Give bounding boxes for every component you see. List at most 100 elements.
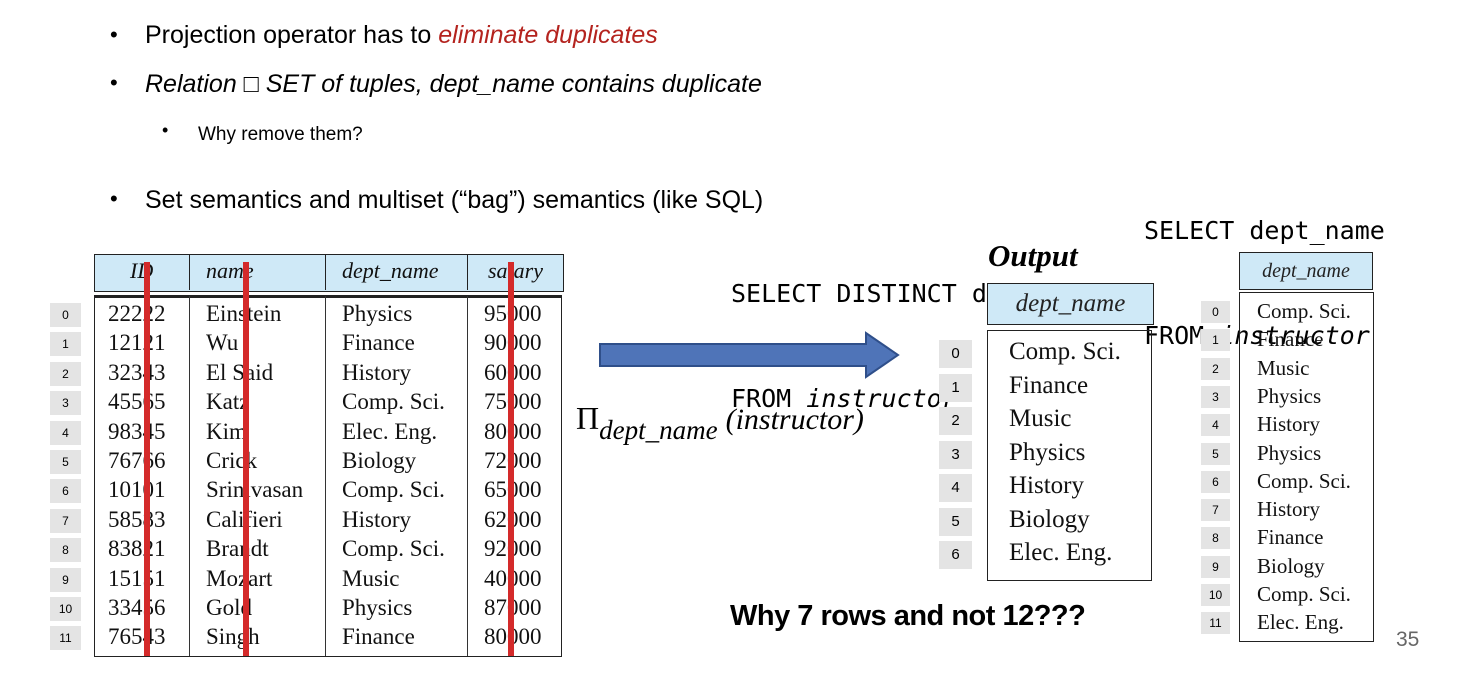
header-divider [325, 254, 326, 290]
projection-argument: (instructor) [725, 403, 864, 436]
table-cell: Elec. Eng. [342, 418, 438, 444]
result-cell: Finance [1009, 371, 1089, 399]
column-divider [325, 296, 326, 656]
question-text: Why 7 rows and not 12??? [730, 600, 1086, 632]
result-cell: Biology [1257, 553, 1325, 578]
result-cell: Physics [1257, 440, 1322, 465]
row-index: 10 [1201, 584, 1230, 606]
row-index: 4 [50, 420, 81, 445]
row-index: 6 [50, 479, 81, 504]
row-index: 0 [1201, 301, 1230, 323]
result-cell: Comp. Sci. [1257, 468, 1351, 493]
row-index: 9 [1201, 555, 1230, 578]
bullet-dot: • [110, 186, 118, 211]
row-index: 10 [50, 597, 81, 621]
projection-expression: Πdept_name (instructor) [576, 400, 864, 445]
strike-bar-id [144, 262, 150, 656]
bullet-dot: • [110, 22, 118, 47]
bullet-emphasis: eliminate duplicates [438, 21, 658, 49]
page-number: 35 [1396, 628, 1420, 651]
header-divider [467, 254, 468, 290]
strike-bar-name [243, 262, 249, 656]
result-cell: Elec. Eng. [1009, 539, 1113, 566]
table-cell: Finance [342, 624, 415, 650]
table-cell: Music [342, 565, 400, 591]
row-index: 4 [939, 474, 972, 502]
row-index: 1 [939, 373, 972, 402]
table-cell: Katz [206, 389, 250, 415]
table-cell: Singh [206, 624, 260, 650]
row-index: 5 [1201, 442, 1230, 465]
row-index: 0 [50, 303, 81, 327]
row-index: 2 [939, 407, 972, 435]
table-cell: Finance [342, 330, 415, 356]
header-divider [189, 254, 190, 290]
row-index: 11 [1201, 612, 1230, 635]
arrow-icon [599, 331, 900, 379]
result-cell: Physics [1257, 383, 1322, 408]
table-cell: 22222 [108, 301, 166, 326]
bullet-dot: • [162, 120, 169, 140]
table-cell: Comp. Sci. [342, 536, 445, 562]
result-cell: Comp. Sci. [1009, 338, 1121, 365]
table-cell: Srinivasan [206, 477, 304, 503]
result-cell: Comp. Sci. [1257, 299, 1351, 323]
bullet-dot: • [110, 70, 118, 95]
projection-subscript: dept_name [599, 415, 718, 445]
result-cell: Music [1009, 405, 1072, 432]
row-index: 4 [1201, 414, 1230, 437]
table-cell: 58583 [108, 506, 166, 532]
row-index: 7 [50, 508, 81, 533]
row-index: 8 [50, 538, 81, 563]
result-cell: Elec. Eng. [1257, 610, 1344, 635]
distinct-header: dept_name [987, 283, 1154, 325]
row-index: 3 [939, 440, 972, 469]
result-cell: History [1257, 497, 1320, 522]
bag-header: dept_name [1239, 252, 1373, 290]
strike-bar-salary [508, 262, 514, 656]
table-cell: 76543 [108, 624, 166, 650]
sql-line: FROM instructor [731, 384, 957, 413]
table-cell: Crick [206, 448, 258, 473]
row-index: 5 [50, 450, 81, 474]
table-cell: History [342, 506, 411, 532]
table-cell: 33456 [108, 595, 166, 620]
row-index: 0 [939, 340, 972, 368]
row-index: 5 [939, 507, 972, 536]
table-cell: 10101 [108, 477, 166, 503]
row-index: 2 [50, 361, 81, 386]
header-salary: salary [488, 258, 543, 283]
row-index: 3 [50, 391, 81, 416]
result-cell: Comp. Sci. [1257, 582, 1351, 606]
row-index: 8 [1201, 527, 1230, 550]
table-cell: Wu [206, 330, 239, 356]
pi-symbol: Π [576, 400, 600, 436]
row-index: 6 [939, 541, 972, 569]
table-cell: Comp. Sci. [342, 389, 445, 415]
output-label: Output [988, 238, 1078, 273]
table-cell: 45565 [108, 389, 166, 415]
bullet-relation: Relation □ SET of tuples, dept_name cont… [145, 70, 762, 98]
table-cell: Comp. Sci. [342, 477, 445, 503]
row-index: 6 [1201, 470, 1230, 493]
table-cell: Physics [342, 595, 413, 620]
table-body [94, 295, 562, 657]
sql-select-distinct: SELECT DISTINCT dept_name FROM instructo… [731, 206, 1107, 451]
row-index: 1 [50, 332, 81, 357]
header-dept-name: dept_name [342, 258, 439, 283]
sql-line: SELECT dept_name [1144, 216, 1385, 245]
result-cell: Finance [1257, 327, 1324, 352]
result-cell: Finance [1257, 525, 1324, 550]
table-cell: Biology [342, 448, 417, 473]
table-cell: History [342, 359, 411, 385]
bullet-semantics: Set semantics and multiset (“bag”) seman… [145, 186, 764, 214]
table-cell: El Said [206, 359, 274, 385]
bullet-text: Projection operator has to [145, 21, 439, 49]
result-cell: Music [1257, 355, 1310, 380]
table-header [94, 254, 564, 292]
table-cell: 76766 [108, 448, 166, 473]
table-cell: Mozart [206, 565, 273, 591]
table-cell: 32343 [108, 359, 166, 385]
sql-select-all: SELECT dept_name FROM instructor [1144, 143, 1385, 388]
column-divider [189, 296, 190, 656]
